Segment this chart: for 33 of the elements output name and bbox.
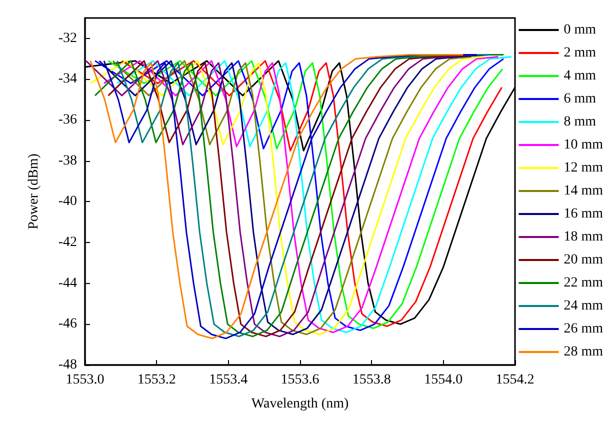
legend-label: 8 mm: [564, 114, 596, 130]
x-tick-label: 1553.4: [209, 372, 248, 388]
legend-label: 2 mm: [564, 46, 596, 60]
legend-label: 24 mm: [564, 298, 604, 314]
y-tick-label: -42: [58, 235, 77, 250]
y-tick-label: -46: [58, 316, 77, 332]
y-tick-label: -40: [58, 194, 77, 210]
legend-label: 4 mm: [564, 68, 596, 84]
x-tick-label: 1554.0: [424, 372, 463, 388]
y-tick-label: -48: [58, 358, 77, 372]
legend-label: 0 mm: [564, 22, 596, 38]
legend-label: 26 mm: [564, 322, 604, 336]
legend-label: 22 mm: [564, 276, 604, 290]
x-tick-label: 1554.2: [496, 372, 534, 388]
x-tick-label: 1553.6: [280, 372, 320, 388]
x-tick-label: 1553.2: [137, 372, 176, 388]
legend-label: 14 mm: [564, 184, 604, 198]
x-tick-label: 1553.0: [66, 372, 104, 388]
legend-label: 28 mm: [564, 344, 604, 360]
legend-label: 20 mm: [564, 252, 604, 268]
legend-label: 18 mm: [564, 230, 604, 244]
legend-label: 12 mm: [564, 160, 604, 176]
legend-label: 16 mm: [564, 206, 604, 222]
y-tick-label: -44: [58, 276, 77, 291]
y-tick-label: -38: [58, 153, 77, 168]
y-axis-title: Power (dBm): [26, 153, 42, 230]
legend-label: 10 mm: [564, 138, 604, 152]
x-tick-label: 1553.8: [352, 372, 391, 388]
y-tick-label: -36: [58, 112, 77, 128]
x-axis-title: Wavelength (nm): [251, 396, 349, 412]
legend-label: 6 mm: [564, 92, 596, 106]
y-tick-label: -32: [58, 30, 77, 46]
y-tick-label: -34: [58, 72, 77, 87]
